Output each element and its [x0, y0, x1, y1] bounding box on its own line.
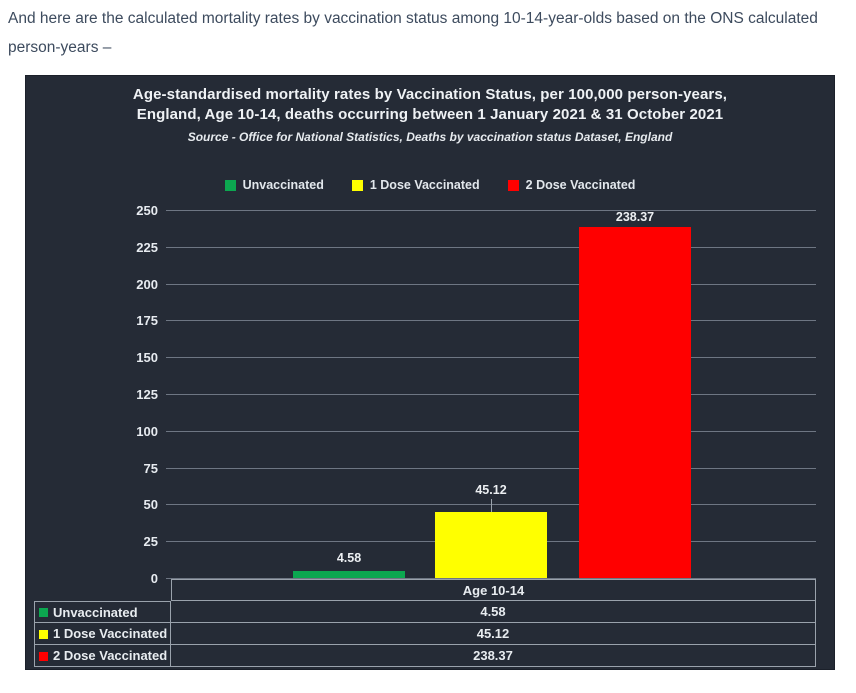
table-series-label: 2 Dose Vaccinated — [34, 645, 171, 667]
y-axis-tick-label: 200 — [136, 277, 158, 292]
legend-item-label: 1 Dose Vaccinated — [369, 178, 480, 192]
legend-swatch-icon — [224, 179, 236, 191]
table-series-value: 238.37 — [171, 645, 816, 667]
bar-1-dose-vaccinated — [435, 512, 547, 578]
legend-item-label: Unvaccinated — [242, 178, 324, 192]
y-axis-tick-label: 175 — [136, 313, 158, 328]
legend-item: Unvaccinated — [224, 178, 324, 192]
gridline — [166, 431, 816, 432]
bar-2-dose-vaccinated — [579, 227, 691, 578]
y-axis-tick-label: 250 — [136, 203, 158, 218]
gridline — [166, 578, 816, 579]
table-series-label: 1 Dose Vaccinated — [34, 623, 171, 645]
data-table-header-cell: Age 10-14 — [171, 579, 816, 601]
table-series-name: Unvaccinated — [53, 604, 138, 620]
y-axis-tick-label: 75 — [143, 461, 158, 476]
bar-unvaccinated — [293, 571, 405, 578]
plot-area: 0 25 50 75 100 125 150 175 200 225 250 4.58 45.12 238… — [136, 203, 816, 586]
legend-swatch-icon — [507, 179, 519, 191]
gridline — [166, 320, 816, 321]
chart-title-line1: Age-standardised mortality rates by Vacc… — [132, 86, 728, 103]
y-axis-tick-label: 150 — [136, 350, 158, 365]
y-axis-tick-label: 0 — [150, 571, 158, 586]
chart-title-line2: England, Age 10-14, deaths occurring bet… — [136, 106, 724, 123]
gridline — [166, 284, 816, 285]
gridline — [166, 357, 816, 358]
gridline — [166, 247, 816, 248]
bar-value-label: 45.12 — [475, 483, 507, 497]
chart-source-line: Source - Office for National Statistics,… — [187, 130, 673, 144]
legend-swatch-icon — [351, 179, 363, 191]
gridline — [166, 394, 816, 395]
table-series-label: Unvaccinated — [34, 601, 171, 623]
gridline — [166, 468, 816, 469]
bar-value-label: 238.37 — [615, 210, 655, 224]
mortality-rates-chart: Age-standardised mortality rates by Vacc… — [25, 75, 835, 670]
table-swatch-icon — [39, 651, 48, 661]
table-series-name: 2 Dose Vaccinated — [53, 648, 168, 663]
table-series-name: 1 Dose Vaccinated — [53, 626, 168, 641]
bar-value-label: 4.58 — [336, 551, 362, 565]
table-swatch-icon — [39, 608, 48, 617]
y-axis-tick-label: 125 — [136, 387, 158, 402]
table-series-value: 45.12 — [171, 623, 816, 645]
y-axis-tick-label: 50 — [143, 497, 158, 512]
y-axis-tick-label: 225 — [136, 240, 158, 255]
legend-item-label: 2 Dose Vaccinated — [525, 178, 636, 192]
legend-item: 2 Dose Vaccinated — [507, 178, 636, 192]
data-label-leader-line — [491, 499, 492, 512]
table-swatch-icon — [39, 629, 48, 639]
table-series-value: 4.58 — [171, 601, 816, 623]
chart-legend: Unvaccinated 1 Dose Vaccinated 2 Dose Vacc… — [26, 178, 834, 192]
intro-paragraph: And here are the calculated mortality ra… — [8, 10, 818, 56]
y-axis-tick-label: 100 — [136, 424, 158, 439]
gridline — [166, 210, 816, 211]
chart-title-block: Age-standardised mortality rates by Vacc… — [26, 85, 834, 145]
legend-item: 1 Dose Vaccinated — [351, 178, 480, 192]
y-axis-tick-label: 25 — [143, 534, 158, 549]
